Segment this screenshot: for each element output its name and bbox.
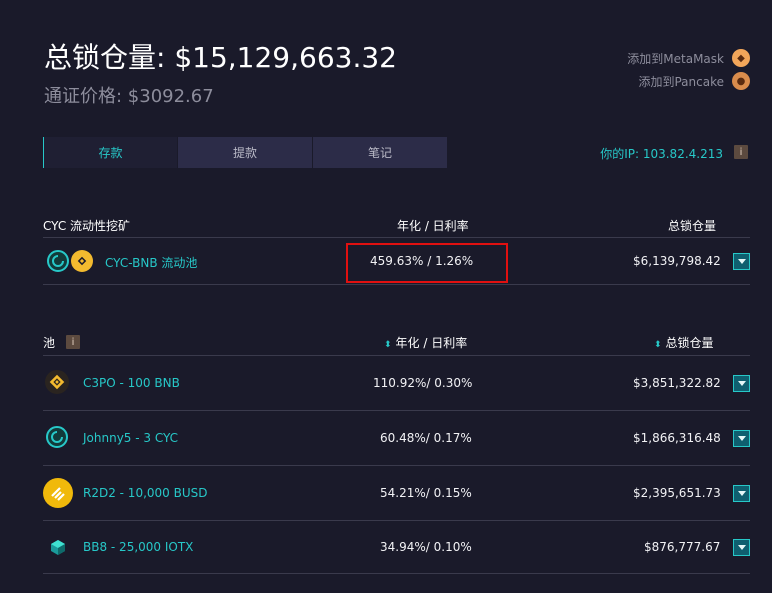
pools-title: 池 [43, 336, 56, 350]
divider [43, 465, 750, 466]
rate-highlight-box [346, 243, 508, 283]
pool-name[interactable]: C3PO - 100 BNB [83, 376, 180, 390]
metamask-fox-icon: ◆ [732, 49, 750, 67]
liquidity-row: CYC-BNB 流动池 459.63% / 1.26% $6,139,798.4… [43, 237, 750, 291]
divider [43, 284, 750, 285]
pool-name[interactable]: R2D2 - 10,000 BUSD [83, 486, 208, 500]
liquidity-pool-rate: 459.63% / 1.26% [370, 254, 474, 268]
pool-rate: 60.48%/ 0.17% [380, 431, 472, 445]
expand-toggle[interactable] [733, 430, 750, 447]
ip-info-icon[interactable]: i [734, 145, 748, 159]
pool-row-bb8: BB8 - 25,000 IOTX 34.94%/ 0.10% $876,777… [43, 521, 750, 575]
liquidity-pool-tvl: $6,139,798.42 [633, 254, 721, 268]
divider [43, 410, 750, 411]
pools-info-icon[interactable]: i [66, 335, 80, 349]
expand-toggle[interactable] [733, 253, 750, 270]
tab-withdraw[interactable]: 提款 [178, 137, 313, 168]
pool-row-c3po: C3PO - 100 BNB 110.92%/ 0.30% $3,851,322… [43, 356, 750, 410]
pool-row-r2d2: R2D2 - 10,000 BUSD 54.21%/ 0.15% $2,395,… [43, 466, 750, 520]
ip-address: 你的IP: 103.82.4.213 [600, 147, 723, 161]
metamask-label: 添加到MetaMask [627, 51, 724, 66]
pool-name[interactable]: Johnny5 - 3 CYC [83, 431, 179, 445]
pools-tvl-header[interactable]: ⬍ 总锁仓量 [654, 334, 714, 351]
pools-header: 池 i ⬍ 年化 / 日利率 ⬍ 总锁仓量 [43, 334, 750, 358]
divider [43, 520, 750, 521]
iotx-icon [46, 535, 70, 559]
pools-rate-header[interactable]: ⬍ 年化 / 日利率 [384, 334, 467, 351]
pool-tvl: $876,777.67 [644, 540, 721, 554]
tvl-heading: 总锁仓量: $15,129,663.32 [44, 41, 397, 74]
pool-rate: 34.94%/ 0.10% [380, 540, 472, 554]
tab-notes[interactable]: 笔记 [313, 137, 448, 168]
pools-tvl-header-label: 总锁仓量 [665, 336, 714, 350]
pancake-label: 添加到Pancake [638, 74, 724, 89]
pancake-bunny-icon: ● [732, 72, 750, 90]
pool-row-johnny5: Johnny5 - 3 CYC 60.48%/ 0.17% $1,866,316… [43, 411, 750, 465]
expand-toggle[interactable] [733, 539, 750, 556]
token-price: 通证价格: $3092.67 [44, 86, 214, 107]
expand-toggle[interactable] [733, 485, 750, 502]
divider [43, 355, 750, 356]
pool-rate: 110.92%/ 0.30% [373, 376, 473, 390]
pool-tvl: $3,851,322.82 [633, 376, 721, 390]
sort-icon: ⬍ [384, 340, 392, 350]
pool-rate: 54.21%/ 0.15% [380, 486, 472, 500]
cyc-icon [46, 426, 68, 448]
expand-toggle[interactable] [733, 375, 750, 392]
tab-deposit[interactable]: 存款 [43, 137, 178, 168]
add-to-metamask-link[interactable]: 添加到MetaMask ◆ [627, 49, 750, 67]
liquidity-rate-header: 年化 / 日利率 [397, 219, 469, 233]
liquidity-title: CYC 流动性挖矿 [43, 219, 131, 233]
liquidity-tvl-header: 总锁仓量 [668, 219, 717, 233]
action-tabs: 存款 提款 笔记 [43, 137, 448, 168]
pool-name[interactable]: BB8 - 25,000 IOTX [83, 540, 194, 554]
divider [43, 237, 750, 238]
liquidity-header: CYC 流动性挖矿 年化 / 日利率 总锁仓量 [43, 217, 750, 241]
sort-icon: ⬍ [654, 340, 662, 350]
add-to-pancake-link[interactable]: 添加到Pancake ● [638, 72, 750, 90]
liquidity-pool-name[interactable]: CYC-BNB 流动池 [105, 256, 198, 270]
pool-tvl: $1,866,316.48 [633, 431, 721, 445]
pools-rate-header-label: 年化 / 日利率 [395, 336, 468, 350]
pool-tvl: $2,395,651.73 [633, 486, 721, 500]
bnb-icon [45, 370, 69, 394]
bnb-icon [71, 250, 93, 272]
divider [43, 573, 750, 574]
busd-icon [43, 478, 73, 508]
cyc-icon [47, 250, 69, 272]
